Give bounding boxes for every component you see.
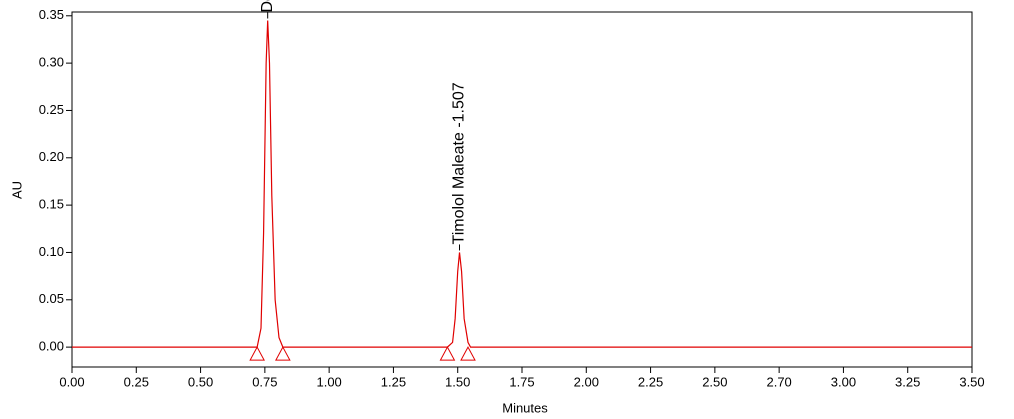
- trace-line: [72, 20, 972, 348]
- y-tick-label: 0.30: [39, 55, 64, 70]
- y-tick-label: 0.25: [39, 102, 64, 117]
- peak-limit-marker: [460, 346, 476, 361]
- x-tick-label: 0.00: [59, 374, 84, 389]
- y-axis-label: AU: [9, 181, 24, 199]
- y-tick-label: 0.35: [39, 7, 64, 22]
- y-tick-label: 0.10: [39, 244, 64, 259]
- x-tick-label: 2.70: [766, 374, 791, 389]
- x-tick-label: 2.25: [638, 374, 663, 389]
- x-tick-label: 0.75: [252, 374, 277, 389]
- x-tick-label: 0.25: [124, 374, 149, 389]
- x-tick-label: 1.75: [509, 374, 534, 389]
- x-tick-label: 3.25: [895, 374, 920, 389]
- x-tick-label: 3.50: [959, 374, 984, 389]
- x-axis-label: Minutes: [502, 400, 548, 415]
- peak-annotation: Dorzolamide HCl - 0.761: [259, 0, 276, 13]
- x-tick-label: 2.00: [574, 374, 599, 389]
- x-tick-label: 0.50: [188, 374, 213, 389]
- x-tick-label: 1.25: [381, 374, 406, 389]
- peak-annotation: Timolol Maleate -1.507: [451, 82, 468, 244]
- plot-frame: [71, 11, 973, 368]
- peak-limit-marker: [275, 346, 291, 361]
- x-tick-label: 1.00: [316, 374, 341, 389]
- y-tick-label: 0.05: [39, 291, 64, 306]
- y-tick-label: 0.00: [39, 339, 64, 354]
- x-tick-label: 1.50: [445, 374, 470, 389]
- y-tick-label: 0.20: [39, 149, 64, 164]
- x-tick-label: 3.00: [831, 374, 856, 389]
- peak-limit-marker: [439, 346, 456, 361]
- y-tick-label: 0.15: [39, 197, 64, 212]
- peak-limit-marker: [249, 346, 265, 361]
- x-tick-label: 2.50: [702, 374, 727, 389]
